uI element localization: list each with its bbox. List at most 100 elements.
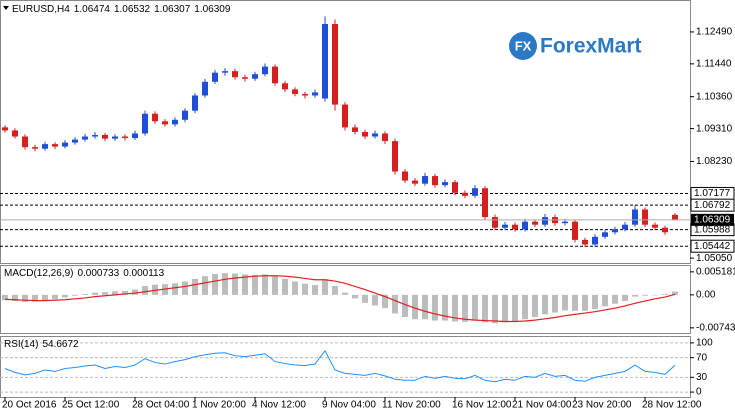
x-tick-label: 9 Nov 04:00 (322, 400, 376, 411)
candle-body (192, 95, 198, 111)
candle-body (422, 176, 428, 184)
candle-body (392, 141, 398, 172)
macd-bar (32, 294, 38, 302)
candle-body (132, 133, 138, 139)
candle-body (282, 83, 288, 90)
header-value: MACD(12,26,9) (4, 268, 73, 279)
header-value: 1.06309 (194, 4, 231, 15)
candle-body (212, 72, 218, 82)
macd-bar (612, 294, 618, 304)
macd-bar (572, 294, 578, 311)
macd-bar (332, 285, 338, 295)
x-tick-label: 28 Nov 12:00 (642, 400, 702, 411)
candle-body (112, 136, 118, 139)
macd-bar (462, 294, 468, 322)
macd-bar (232, 273, 238, 295)
macd-bar (92, 292, 98, 295)
candle-body (512, 224, 518, 230)
x-tick-label: 16 Nov 12:00 (452, 400, 512, 411)
macd-bar (562, 294, 568, 311)
candle-body (452, 182, 458, 193)
macd-bar (52, 294, 58, 300)
level-label-box (690, 239, 735, 253)
candle-body (672, 214, 678, 220)
candle-body (632, 209, 638, 225)
macd-bar (202, 276, 208, 295)
candle-body (12, 130, 18, 137)
y-tick-label: 1.12490 (696, 27, 733, 38)
candle-body (572, 221, 578, 240)
macd-bar (382, 294, 388, 309)
rsi-panel (0, 336, 691, 398)
candle-body (232, 71, 238, 78)
macd-bar (352, 294, 358, 299)
candle-body (92, 134, 98, 137)
current-price-box (691, 213, 734, 226)
x-tick-label: 28 Oct 04:00 (132, 400, 190, 411)
rsi-header: RSI(14) 54.6672 (4, 339, 79, 350)
macd-signal-line (4, 275, 676, 323)
x-tick-label: 11 Nov 20:00 (382, 400, 441, 411)
candle-body (642, 209, 648, 225)
candle-body (582, 239, 588, 245)
candle-body (172, 119, 178, 125)
candle-body (362, 131, 368, 137)
candle-body (312, 92, 318, 96)
candle-body (122, 136, 128, 139)
candle-body (352, 127, 358, 132)
x-tick-label: 25 Oct 12:00 (62, 400, 120, 411)
macd-bar (312, 285, 318, 295)
candle-body (602, 232, 608, 237)
y-tick-label: 1.08230 (696, 156, 733, 167)
x-tick-label: 4 Nov 12:00 (252, 400, 306, 411)
macd-bar (442, 294, 448, 321)
level-label: 1.07177 (694, 188, 731, 199)
candle-body (222, 71, 228, 73)
macd-bar (392, 294, 398, 314)
macd-bar (642, 294, 648, 296)
header-value: 1.06474 (74, 4, 111, 15)
candle-body (182, 110, 188, 120)
macd-bar (22, 294, 28, 302)
macd-bar (262, 274, 268, 295)
candle-body (332, 24, 338, 105)
candle-body (532, 221, 538, 225)
candle-body (502, 224, 508, 228)
candle-body (102, 134, 108, 139)
macd-bar (622, 294, 628, 302)
x-tick-label: 21 Nov 04:00 (512, 400, 572, 411)
candle-body (262, 66, 268, 75)
macd-bar (552, 294, 558, 313)
macd-bar (12, 294, 18, 302)
candle-body (2, 127, 8, 131)
candle-body (272, 66, 278, 84)
candle-body (622, 224, 628, 230)
y-tick-label: 100 (696, 338, 713, 349)
macd-bar (512, 294, 518, 322)
candle-body (142, 113, 148, 134)
macd-bar (72, 294, 78, 296)
candle-body (492, 217, 498, 228)
level-label: 1.06792 (694, 200, 731, 211)
macd-bar (492, 294, 498, 324)
macd-bar (532, 294, 538, 318)
candle-body (242, 77, 248, 79)
candle-body (322, 24, 328, 99)
macd-bar (172, 283, 178, 295)
logo-text: ForexMart (540, 35, 642, 58)
candle-body (652, 224, 658, 228)
candle-body (62, 142, 68, 147)
macd-bar (102, 292, 108, 295)
candle-body (562, 221, 568, 224)
macd-panel (0, 265, 691, 334)
x-tick-label: 20 Oct 2016 (2, 400, 57, 411)
macd-bar (322, 279, 328, 295)
macd-bar (362, 294, 368, 303)
macd-bar (662, 293, 668, 295)
macd-bar (242, 274, 248, 295)
x-tick-label: 23 Nov 20:00 (572, 400, 632, 411)
candle-body (82, 136, 88, 140)
macd-bar (82, 293, 88, 295)
y-tick-label: 1.10360 (696, 91, 733, 102)
candle-body (22, 136, 28, 148)
